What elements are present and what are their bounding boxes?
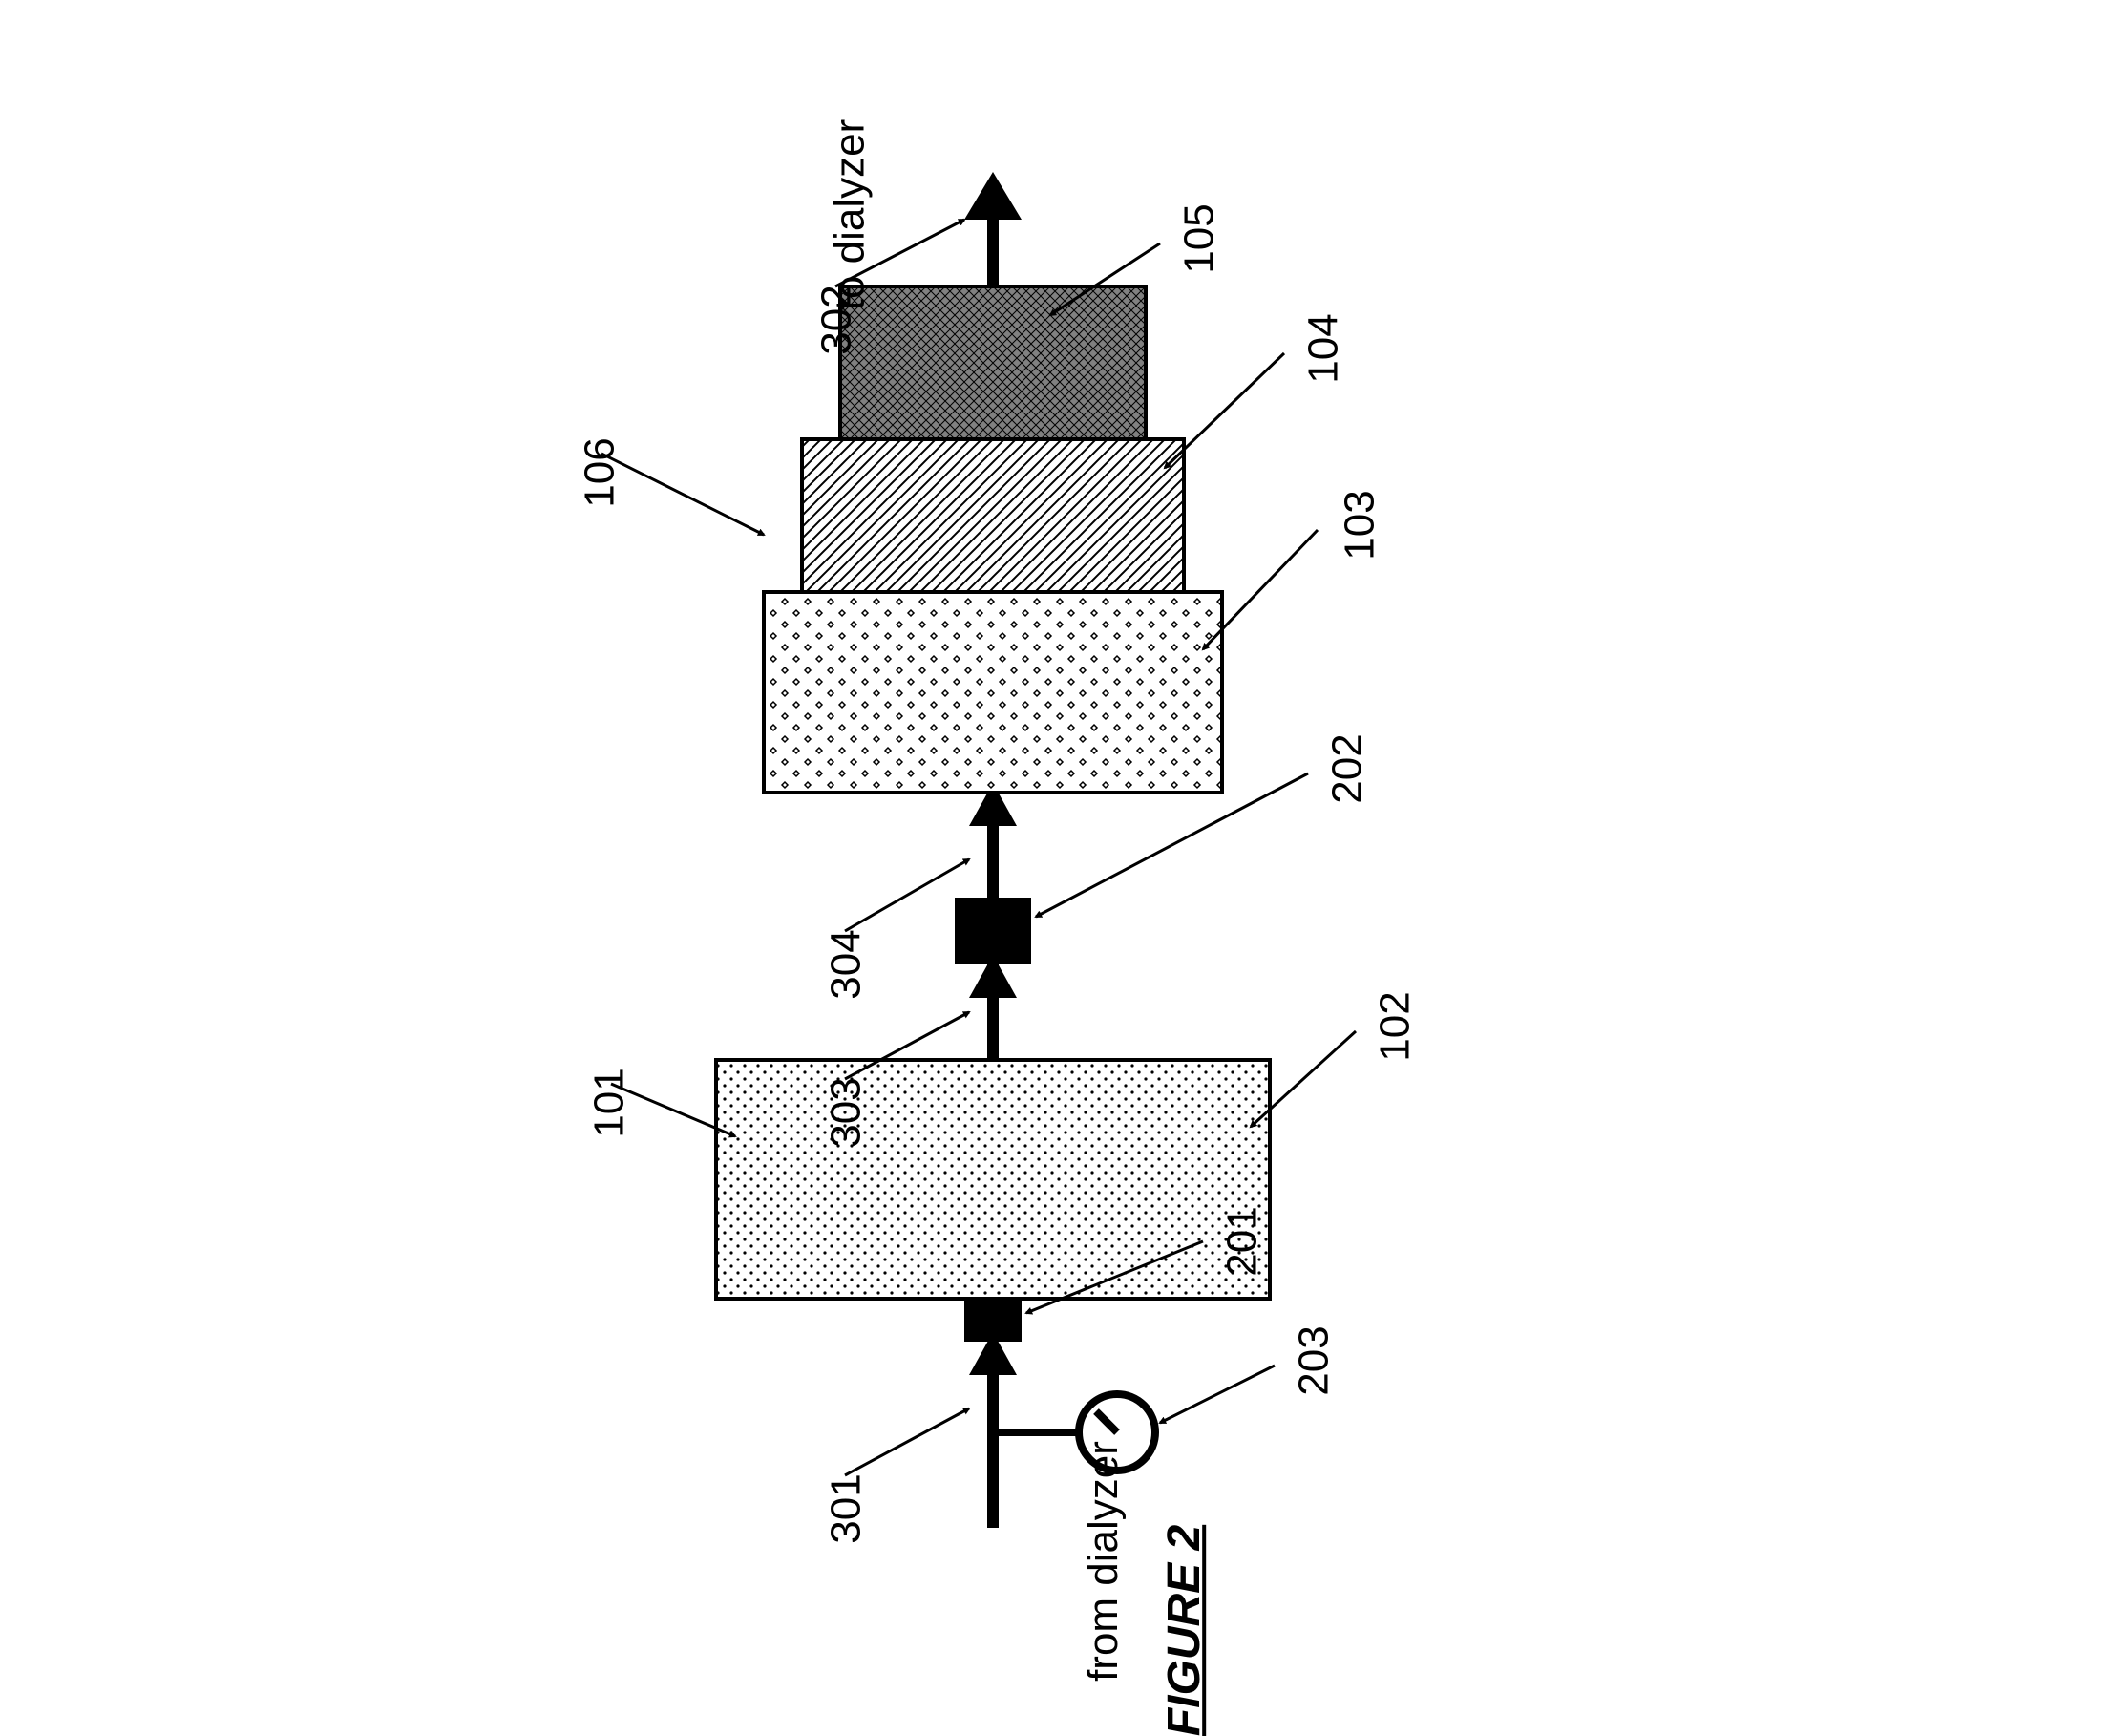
ref-304: 304 — [823, 929, 871, 999]
ref-201: 201 — [1219, 1206, 1267, 1276]
block-103 — [764, 592, 1222, 793]
block-201 — [964, 1299, 1022, 1342]
to-dialyzer-label: to dialyzer — [826, 119, 874, 311]
block-104 — [802, 439, 1184, 592]
figure-title: FIGURE 2 — [1158, 1525, 1211, 1736]
ref-arrow-103 — [1203, 530, 1318, 649]
ref-arrow-202 — [1036, 773, 1308, 917]
from-dialyzer-label: from dialyzer — [1080, 1441, 1128, 1682]
ref-104: 104 — [1300, 313, 1348, 383]
ref-arrow-203 — [1160, 1366, 1275, 1423]
ref-103: 103 — [1337, 490, 1384, 560]
ref-105: 105 — [1176, 203, 1224, 273]
ref-303: 303 — [823, 1077, 871, 1147]
ref-203: 203 — [1291, 1325, 1339, 1395]
block-102 — [716, 1060, 1270, 1299]
ref-301: 301 — [823, 1473, 871, 1543]
arrow-out — [964, 172, 1022, 220]
block-202 — [955, 898, 1031, 964]
ref-arrow-104 — [1165, 353, 1284, 468]
ref-arrow-301 — [845, 1408, 969, 1475]
ref-202: 202 — [1324, 733, 1372, 803]
ref-106: 106 — [577, 437, 624, 507]
figure-canvas: to dialyzer from dialyzer FIGURE 2 302 1… — [0, 0, 2110, 1684]
ref-arrow-106 — [601, 454, 764, 535]
ref-302: 302 — [813, 285, 861, 354]
block-105 — [840, 286, 1146, 439]
ref-101: 101 — [586, 1068, 634, 1137]
ref-102: 102 — [1372, 991, 1420, 1061]
ref-arrow-304 — [845, 859, 969, 931]
diagram-svg — [0, 0, 2110, 1684]
